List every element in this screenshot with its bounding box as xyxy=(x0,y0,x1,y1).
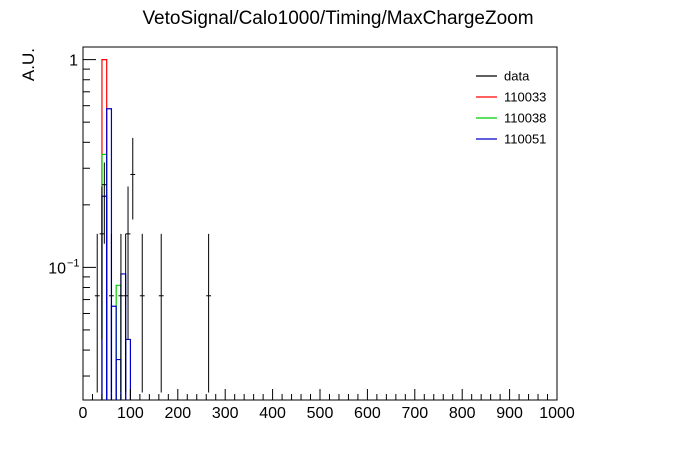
hist-bin xyxy=(120,273,127,400)
x-tick-label: 600 xyxy=(354,405,381,422)
hist-bin xyxy=(115,284,122,400)
x-tick-label: 800 xyxy=(449,405,476,422)
x-tick-label: 700 xyxy=(401,405,428,422)
x-tick-label: 900 xyxy=(496,405,523,422)
chart-title: VetoSignal/Calo1000/Timing/MaxChargeZoom xyxy=(142,8,533,29)
legend-label: data xyxy=(504,69,530,84)
x-tick-label: 200 xyxy=(164,405,191,422)
x-tick-label: 500 xyxy=(307,405,334,422)
hist-bin xyxy=(115,358,122,400)
y-tick-label: 1 xyxy=(69,53,78,70)
y-tick-label: 10 xyxy=(48,260,66,277)
hist-bin xyxy=(106,108,113,400)
legend-label: 110038 xyxy=(504,111,546,126)
x-tick-label: 300 xyxy=(212,405,239,422)
x-tick-label: 100 xyxy=(117,405,144,422)
y-tick-exponent: −1 xyxy=(67,257,80,269)
axis-ticks: 0 100 200 300 400 500 600 700 800 900 1000 1 10 −1 xyxy=(48,53,575,422)
legend: data 110033 110038 110051 xyxy=(476,69,546,147)
plot-frame xyxy=(82,46,558,401)
hist-bin xyxy=(125,338,131,400)
x-tick-label: 1000 xyxy=(539,405,575,422)
legend-label: 110033 xyxy=(504,90,546,105)
x-tick-label: 400 xyxy=(259,405,286,422)
hist-bin xyxy=(110,305,117,400)
x-tick-label: 0 xyxy=(79,405,88,422)
data-points xyxy=(94,137,212,393)
legend-label: 110051 xyxy=(504,132,546,147)
y-axis-label: A.U. xyxy=(19,48,38,81)
